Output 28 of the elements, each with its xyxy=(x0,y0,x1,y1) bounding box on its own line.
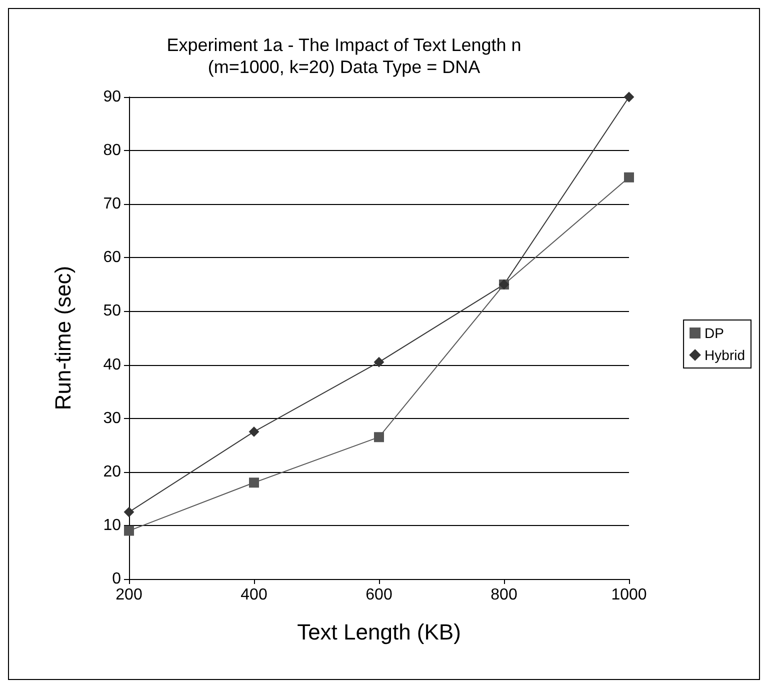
x-tick-label: 1000 xyxy=(611,586,647,604)
y-tick-label: 20 xyxy=(103,463,122,480)
point xyxy=(374,432,384,442)
point xyxy=(624,92,634,102)
x-tick-label: 400 xyxy=(240,586,268,604)
y-tick-label: 90 xyxy=(103,88,122,106)
y-tick-label: 60 xyxy=(103,249,122,266)
y-tick-label: 70 xyxy=(103,196,122,213)
point xyxy=(124,507,134,518)
chart-title: Experiment 1a - The Impact of Text Length n (m=1000, k=20) Data Type = DNA xyxy=(166,35,522,77)
y-axis-title: Run-time (sec) xyxy=(50,266,76,410)
y-tick-label: 10 xyxy=(103,516,122,534)
y-tick-label: 30 xyxy=(103,410,122,427)
point xyxy=(249,478,259,488)
y-tick-label: 50 xyxy=(103,302,122,320)
x-axis-title: Text Length (KB) xyxy=(297,620,461,644)
y-tick-label: 40 xyxy=(103,356,122,374)
x-tick-label: 600 xyxy=(366,586,392,604)
y-tick-label: 80 xyxy=(103,142,122,160)
point xyxy=(124,526,134,536)
point xyxy=(624,172,634,182)
x-tick-label: 800 xyxy=(490,586,518,604)
y-tick-label: 0 xyxy=(112,570,122,588)
legend-label: DP xyxy=(704,325,724,341)
point xyxy=(374,357,384,368)
legend-label: Hybrid xyxy=(704,347,746,363)
x-tick-label: 200 xyxy=(116,586,142,604)
point xyxy=(249,426,259,437)
